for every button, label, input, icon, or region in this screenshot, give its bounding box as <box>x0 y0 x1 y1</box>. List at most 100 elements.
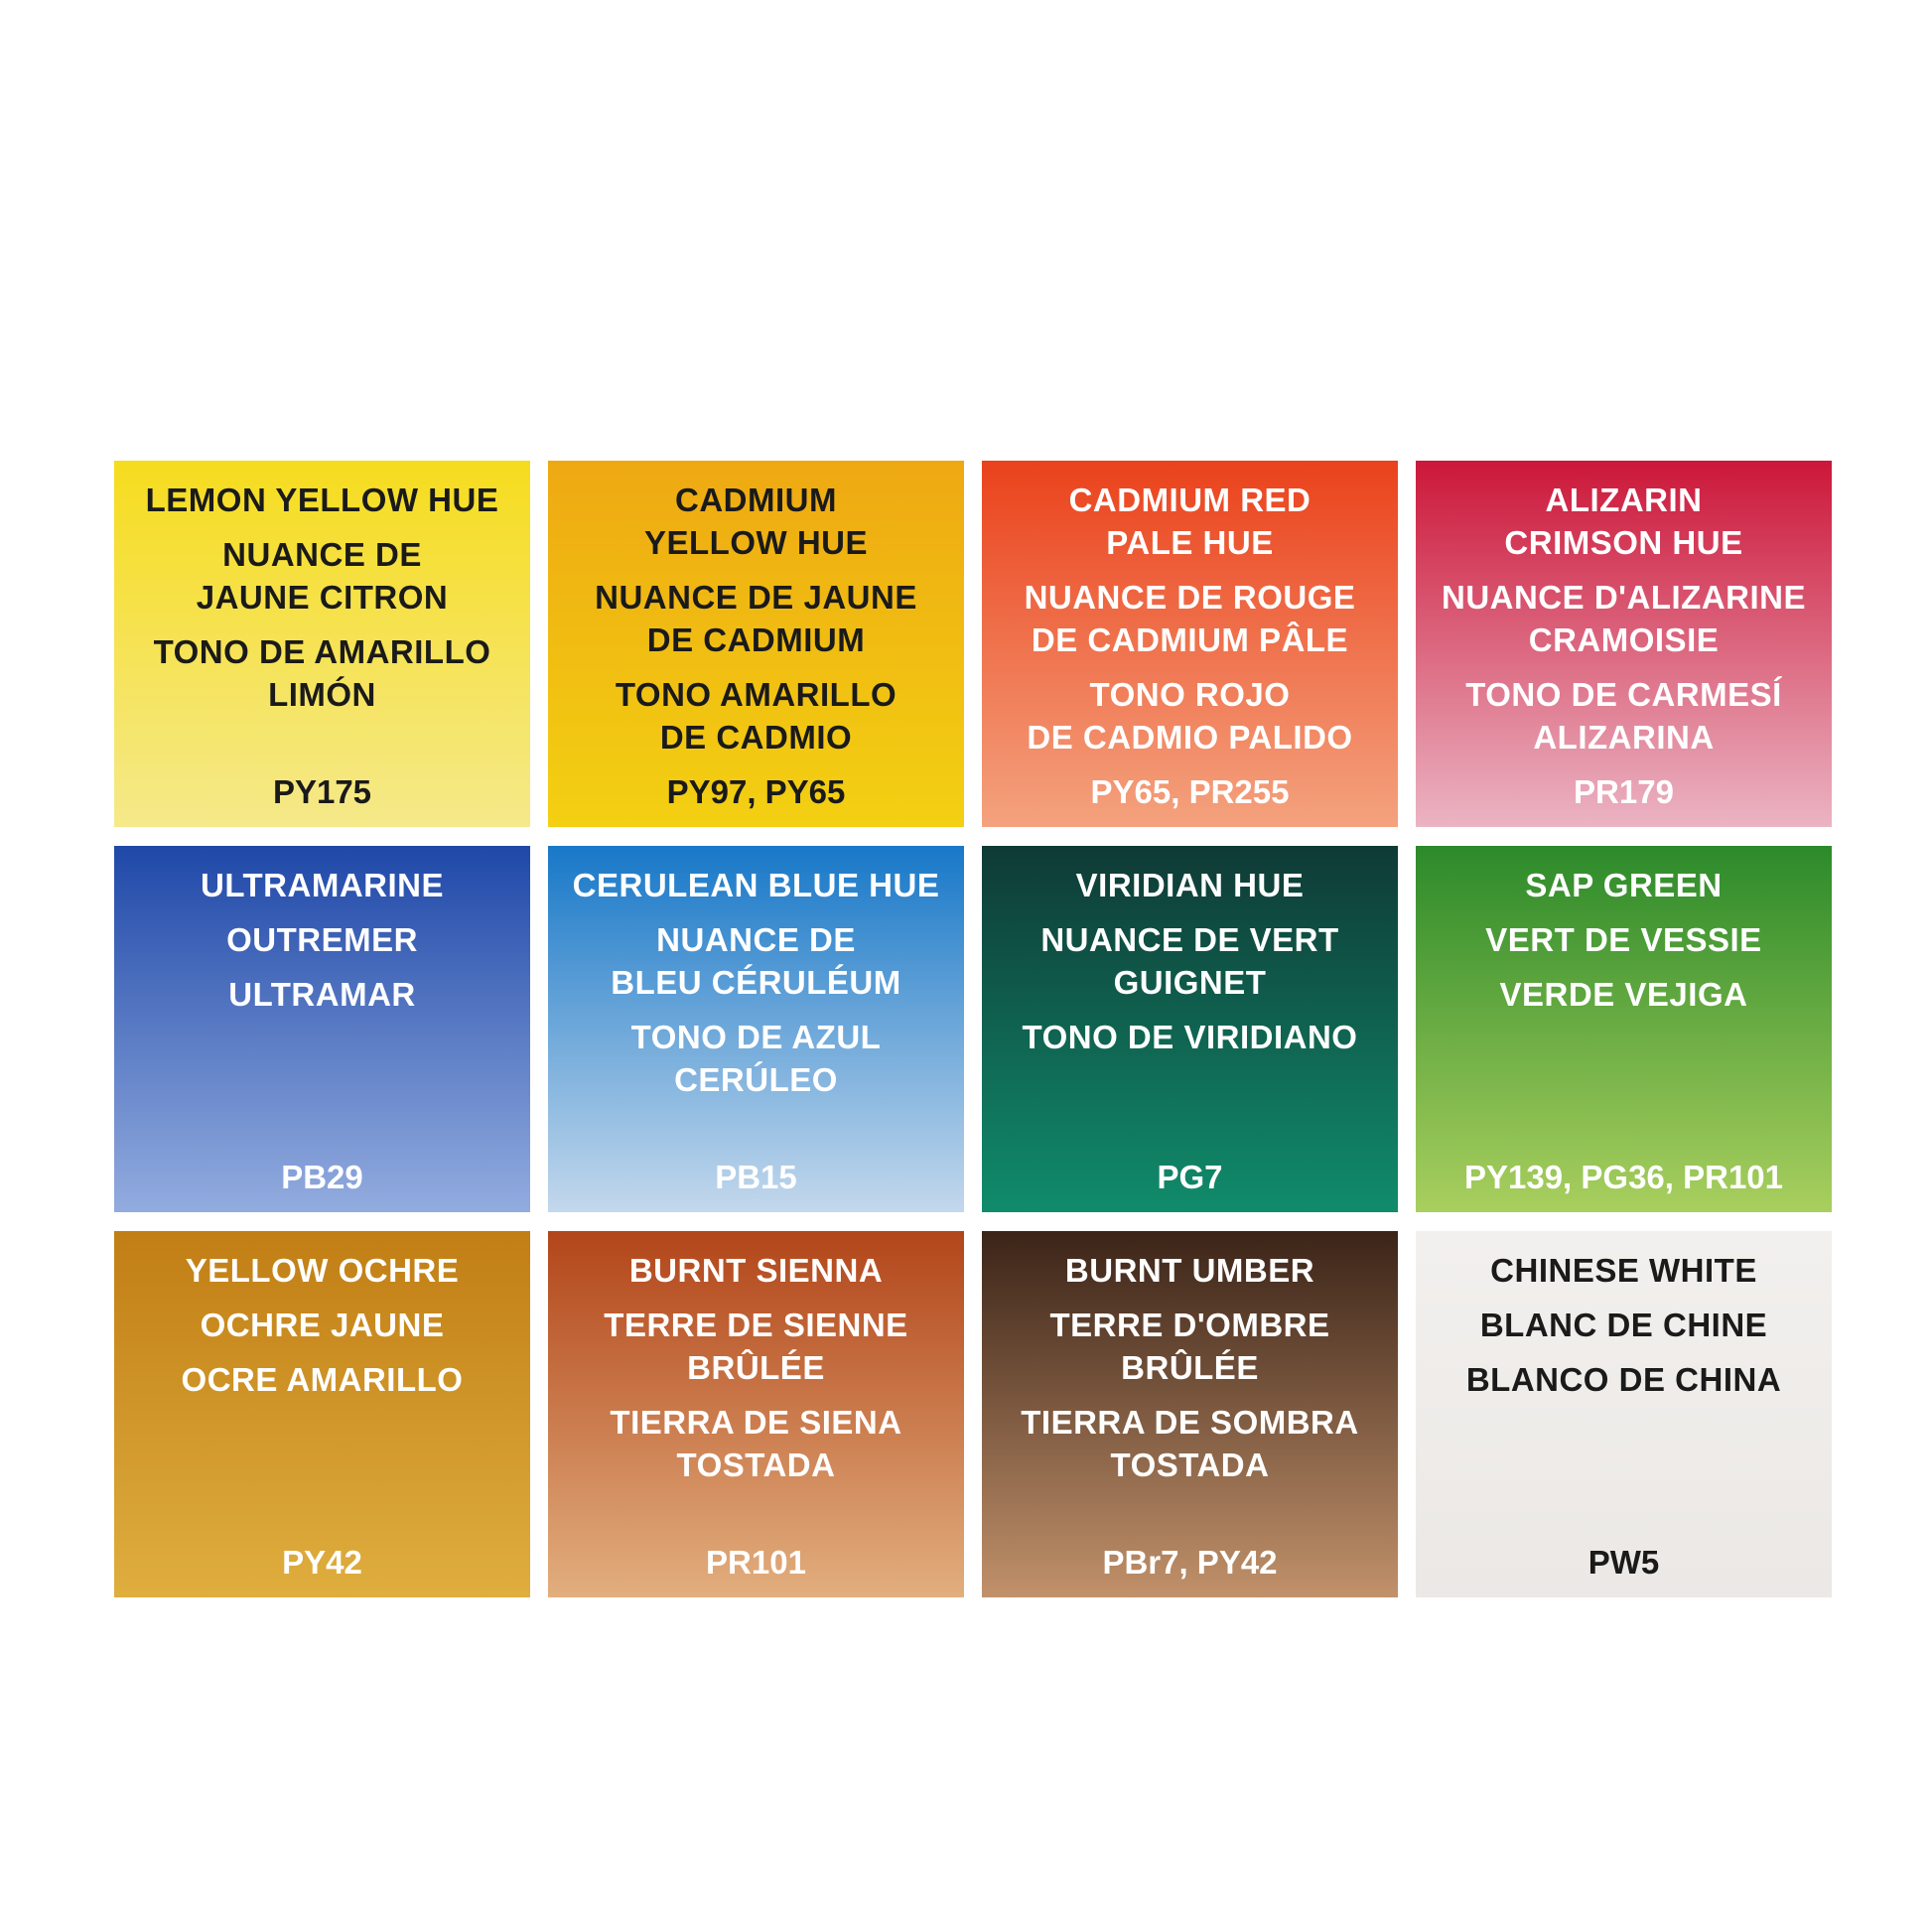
label-line: ULTRAMARINE <box>200 867 445 903</box>
label-line: VERDE VEJIGA <box>1499 976 1748 1013</box>
label-name: CHINESE WHITE <box>1416 1249 1832 1292</box>
label-line: LIMÓN <box>268 676 376 713</box>
label-line: ULTRAMAR <box>228 976 416 1013</box>
pigment-code: PW5 <box>1587 1544 1660 1581</box>
label-fr: NUANCE D'ALIZARINE CRAMOISIE <box>1416 576 1832 661</box>
label-line: NUANCE DE <box>222 536 422 573</box>
color-swatch: BURNT UMBER TERRE D'OMBRE BRÛLÉE TIERRA DE … <box>982 1231 1398 1597</box>
label-fr: OCHRE JAUNE <box>114 1304 530 1346</box>
label-line: TERRE D'OMBRE <box>1049 1307 1330 1343</box>
color-swatch: ALIZARIN CRIMSON HUE NUANCE D'ALIZARINE CRA… <box>1416 461 1832 827</box>
label-line: YELLOW OCHRE <box>185 1252 460 1289</box>
label-line: JAUNE CITRON <box>196 579 449 616</box>
label-es: TONO DE AZUL CERÚLEO <box>548 1016 964 1101</box>
label-line: PALE HUE <box>1106 524 1274 561</box>
label-es: TONO DE CARMESÍ ALIZARINA <box>1416 673 1832 759</box>
label-line: NUANCE DE ROUGE <box>1024 579 1356 616</box>
swatch-labels: CERULEAN BLUE HUE NUANCE DE BLEU CÉRULÉUM T… <box>548 864 964 1113</box>
label-es: BLANCO DE CHINA <box>1416 1358 1832 1401</box>
color-swatch: ULTRAMARINE OUTREMER ULTRAMAR PB29 <box>114 846 530 1212</box>
label-fr: VERT DE VESSIE <box>1416 918 1832 961</box>
color-swatch: CADMIUM RED PALE HUE NUANCE DE ROUGE DE CAD… <box>982 461 1398 827</box>
label-fr: TERRE D'OMBRE BRÛLÉE <box>982 1304 1398 1389</box>
label-line: TERRE DE SIENNE <box>604 1307 908 1343</box>
label-fr: NUANCE DE JAUNE DE CADMIUM <box>548 576 964 661</box>
color-swatch-grid: LEMON YELLOW HUE NUANCE DE JAUNE CITRON TON… <box>114 461 1832 1597</box>
label-line: TONO DE AMARILLO <box>153 633 491 670</box>
label-line: OUTREMER <box>226 921 418 958</box>
label-line: OCHRE JAUNE <box>200 1307 445 1343</box>
label-line: OCRE AMARILLO <box>181 1361 464 1398</box>
label-es: TONO ROJO DE CADMIO PALIDO <box>982 673 1398 759</box>
label-name: BURNT UMBER <box>982 1249 1398 1292</box>
label-line: TOSTADA <box>1110 1447 1270 1483</box>
label-line: YELLOW HUE <box>644 524 868 561</box>
label-line: NUANCE DE VERT <box>1040 921 1339 958</box>
label-line: TIERRA DE SOMBRA <box>1021 1404 1359 1441</box>
label-line: GUIGNET <box>1113 964 1267 1001</box>
pigment-code: PB15 <box>715 1159 797 1195</box>
pigment-code: PY139, PG36, PR101 <box>1463 1159 1784 1195</box>
swatch-labels: CADMIUM RED PALE HUE NUANCE DE ROUGE DE CAD… <box>982 479 1398 770</box>
label-line: CERÚLEO <box>674 1061 838 1098</box>
label-line: TONO DE AZUL <box>630 1019 882 1055</box>
label-line: VIRIDIAN HUE <box>1075 867 1305 903</box>
label-line: NUANCE DE <box>656 921 856 958</box>
label-es: TIERRA DE SIENA TOSTADA <box>548 1401 964 1486</box>
label-line: NUANCE DE JAUNE <box>595 579 917 616</box>
label-fr: NUANCE DE ROUGE DE CADMIUM PÂLE <box>982 576 1398 661</box>
label-line: TONO ROJO <box>1089 676 1291 713</box>
label-name: CADMIUM RED PALE HUE <box>982 479 1398 564</box>
color-swatch: CADMIUM YELLOW HUE NUANCE DE JAUNE DE CADMI… <box>548 461 964 827</box>
label-line: TONO DE VIRIDIANO <box>1022 1019 1358 1055</box>
label-fr: NUANCE DE JAUNE CITRON <box>114 533 530 619</box>
label-line: TONO AMARILLO <box>615 676 897 713</box>
label-fr: NUANCE DE VERT GUIGNET <box>982 918 1398 1004</box>
label-line: BURNT SIENNA <box>628 1252 884 1289</box>
pigment-code: PY97, PY65 <box>666 773 846 810</box>
label-fr: TERRE DE SIENNE BRÛLÉE <box>548 1304 964 1389</box>
pigment-code: PBr7, PY42 <box>1102 1544 1278 1581</box>
label-name: CERULEAN BLUE HUE <box>548 864 964 906</box>
label-line: BLEU CÉRULÉUM <box>611 964 901 1001</box>
label-line: BLANCO DE CHINA <box>1465 1361 1782 1398</box>
swatch-labels: ULTRAMARINE OUTREMER ULTRAMAR <box>114 864 530 1028</box>
label-name: ULTRAMARINE <box>114 864 530 906</box>
label-line: SAP GREEN <box>1525 867 1723 903</box>
pigment-code: PR101 <box>706 1544 806 1581</box>
label-fr: BLANC DE CHINE <box>1416 1304 1832 1346</box>
label-line: CRAMOISIE <box>1528 621 1720 658</box>
label-name: ALIZARIN CRIMSON HUE <box>1416 479 1832 564</box>
label-line: BRÛLÉE <box>687 1349 825 1386</box>
label-line: TONO DE CARMESÍ <box>1465 676 1782 713</box>
swatch-labels: YELLOW OCHRE OCHRE JAUNE OCRE AMARILLO <box>114 1249 530 1413</box>
label-line: DE CADMIUM <box>646 621 866 658</box>
swatch-labels: ALIZARIN CRIMSON HUE NUANCE D'ALIZARINE CRA… <box>1416 479 1832 770</box>
label-fr: NUANCE DE BLEU CÉRULÉUM <box>548 918 964 1004</box>
label-line: TIERRA DE SIENA <box>610 1404 902 1441</box>
swatch-labels: BURNT SIENNA TERRE DE SIENNE BRÛLÉE TIERRA … <box>548 1249 964 1498</box>
color-swatch: VIRIDIAN HUE NUANCE DE VERT GUIGNET TONO DE… <box>982 846 1398 1212</box>
label-line: TOSTADA <box>676 1447 836 1483</box>
pigment-code: PR179 <box>1574 773 1674 810</box>
swatch-labels: CADMIUM YELLOW HUE NUANCE DE JAUNE DE CADMI… <box>548 479 964 770</box>
label-name: CADMIUM YELLOW HUE <box>548 479 964 564</box>
label-line: DE CADMIO PALIDO <box>1027 719 1353 756</box>
swatch-labels: CHINESE WHITE BLANC DE CHINE BLANCO DE CHI… <box>1416 1249 1832 1413</box>
swatch-labels: LEMON YELLOW HUE NUANCE DE JAUNE CITRON TON… <box>114 479 530 728</box>
label-line: DE CADMIO <box>659 719 853 756</box>
color-swatch: CHINESE WHITE BLANC DE CHINE BLANCO DE CHI… <box>1416 1231 1832 1597</box>
label-line: LEMON YELLOW HUE <box>145 482 499 518</box>
label-es: TONO AMARILLO DE CADMIO <box>548 673 964 759</box>
color-swatch: SAP GREEN VERT DE VESSIE VERDE VEJIGA PY139… <box>1416 846 1832 1212</box>
swatch-labels: SAP GREEN VERT DE VESSIE VERDE VEJIGA <box>1416 864 1832 1028</box>
label-line: ALIZARINA <box>1533 719 1715 756</box>
color-swatch: YELLOW OCHRE OCHRE JAUNE OCRE AMARILLO PY42 <box>114 1231 530 1597</box>
color-swatch: LEMON YELLOW HUE NUANCE DE JAUNE CITRON TON… <box>114 461 530 827</box>
pigment-code: PB29 <box>281 1159 363 1195</box>
label-es: ULTRAMAR <box>114 973 530 1016</box>
label-line: BLANC DE CHINE <box>1479 1307 1768 1343</box>
label-line: NUANCE D'ALIZARINE <box>1441 579 1806 616</box>
label-name: BURNT SIENNA <box>548 1249 964 1292</box>
swatch-labels: VIRIDIAN HUE NUANCE DE VERT GUIGNET TONO DE… <box>982 864 1398 1070</box>
